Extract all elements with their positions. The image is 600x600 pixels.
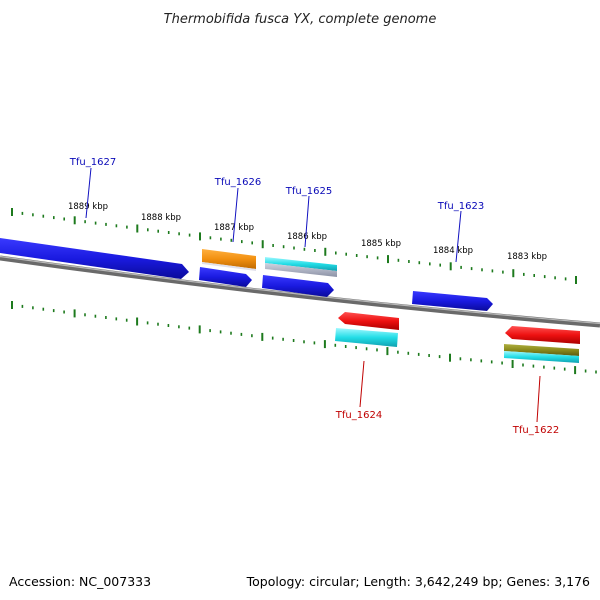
gene-label-tfu-1625[interactable]: Tfu_1625 bbox=[285, 186, 332, 197]
genome-backbone bbox=[0, 255, 600, 328]
kbp-label-1885: 1885 kbp bbox=[361, 239, 401, 249]
gene-label-tfu-1622[interactable]: Tfu_1622 bbox=[512, 425, 559, 436]
feature-cyan-tfu-1622[interactable] bbox=[504, 351, 579, 363]
feature-cyan-tfu-1624[interactable] bbox=[335, 328, 398, 347]
gene-label-tfu-1627[interactable]: Tfu_1627 bbox=[69, 157, 116, 168]
feature-orange-tfu-1626[interactable] bbox=[202, 249, 256, 269]
callout-line-tfu-1627 bbox=[85, 167, 92, 219]
callout-line-tfu-1623 bbox=[455, 210, 462, 263]
feature-separator bbox=[202, 262, 256, 271]
kbp-label-1884: 1884 kbp bbox=[433, 246, 473, 256]
cds-reverse-tfu-1624[interactable] bbox=[338, 312, 399, 330]
cds-forward-tfu-1623[interactable] bbox=[412, 291, 493, 311]
tick-row-top bbox=[11, 208, 577, 284]
feature-cyan-tfu-1625[interactable] bbox=[265, 257, 337, 271]
callout-line-tfu-1626 bbox=[232, 187, 239, 243]
topology-label: Topology: circular; Length: 3,642,249 bp… bbox=[246, 574, 590, 589]
callout-line-tfu-1622 bbox=[536, 375, 541, 423]
kbp-label-1889: 1889 kbp bbox=[68, 202, 108, 212]
feature-grey-tfu-1625[interactable] bbox=[265, 263, 337, 277]
tick-row-bottom bbox=[11, 301, 597, 375]
cds-reverse-tfu-1622[interactable] bbox=[505, 326, 580, 344]
cds-forward-tfu-1626[interactable] bbox=[199, 267, 252, 287]
genome-backbone-highlight bbox=[0, 255, 600, 325]
gene-label-tfu-1624[interactable]: Tfu_1624 bbox=[335, 410, 382, 421]
callout-line-tfu-1624 bbox=[359, 360, 365, 408]
cds-forward-tfu-1627[interactable] bbox=[0, 238, 189, 279]
map-title: Thermobifida fusca YX, complete genome bbox=[164, 12, 437, 27]
kbp-label-1886: 1886 kbp bbox=[287, 232, 327, 242]
kbp-label-1888: 1888 kbp bbox=[141, 213, 181, 223]
gene-label-tfu-1626[interactable]: Tfu_1626 bbox=[214, 177, 261, 188]
callout-line-tfu-1625 bbox=[304, 195, 310, 248]
cds-forward-tfu-1625[interactable] bbox=[262, 275, 334, 297]
accession-label: Accession: NC_007333 bbox=[9, 574, 151, 589]
gene-label-tfu-1623[interactable]: Tfu_1623 bbox=[437, 201, 484, 212]
feature-olive-tfu-1622[interactable] bbox=[504, 344, 579, 356]
kbp-label-1883: 1883 kbp bbox=[507, 252, 547, 262]
